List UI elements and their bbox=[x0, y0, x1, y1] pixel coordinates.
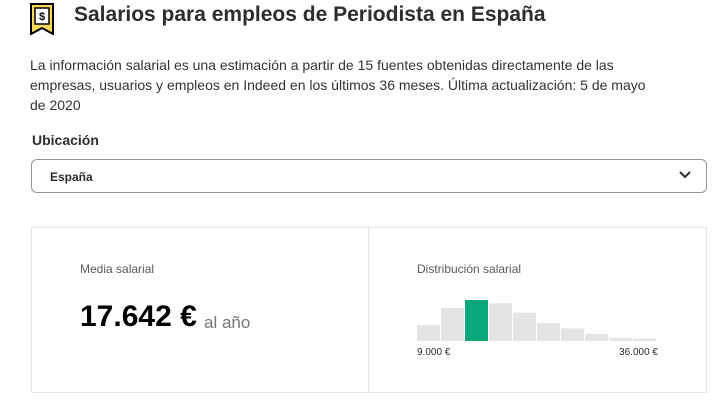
distribution-bar bbox=[513, 312, 536, 341]
distribution-chart bbox=[417, 300, 656, 341]
salary-icon: $ bbox=[30, 3, 54, 35]
min-label: 9.000 € bbox=[417, 347, 451, 358]
divider bbox=[368, 228, 369, 392]
location-select[interactable]: España bbox=[31, 159, 707, 193]
distribution-bar bbox=[465, 300, 488, 341]
salary-card: Media salarial 17.642 € al año Distribuc… bbox=[31, 227, 707, 393]
distribution-bar bbox=[537, 322, 560, 341]
selected-location: España bbox=[50, 170, 93, 184]
distribution-bar bbox=[585, 334, 608, 341]
description: La información salarial es una estimació… bbox=[30, 57, 646, 113]
distribution-bar bbox=[441, 307, 464, 341]
chevron bbox=[679, 171, 691, 179]
distribution-bar bbox=[561, 328, 584, 341]
svg-text:$: $ bbox=[39, 11, 45, 23]
distribution-bar bbox=[633, 338, 656, 341]
page-title: Salarios para empleos de Periodista en E… bbox=[74, 3, 546, 26]
distribution-bar bbox=[489, 303, 512, 341]
average-label: Media salarial bbox=[80, 262, 155, 276]
distribution-title: Distribución salarial bbox=[417, 262, 522, 276]
location-label: Ubicación bbox=[32, 132, 99, 148]
distribution-bar bbox=[417, 325, 440, 341]
period: al año bbox=[204, 313, 251, 332]
distribution-bar bbox=[609, 337, 632, 341]
average-salary: 17.642 € bbox=[80, 300, 197, 333]
max-label: 36.000 € bbox=[619, 347, 658, 358]
